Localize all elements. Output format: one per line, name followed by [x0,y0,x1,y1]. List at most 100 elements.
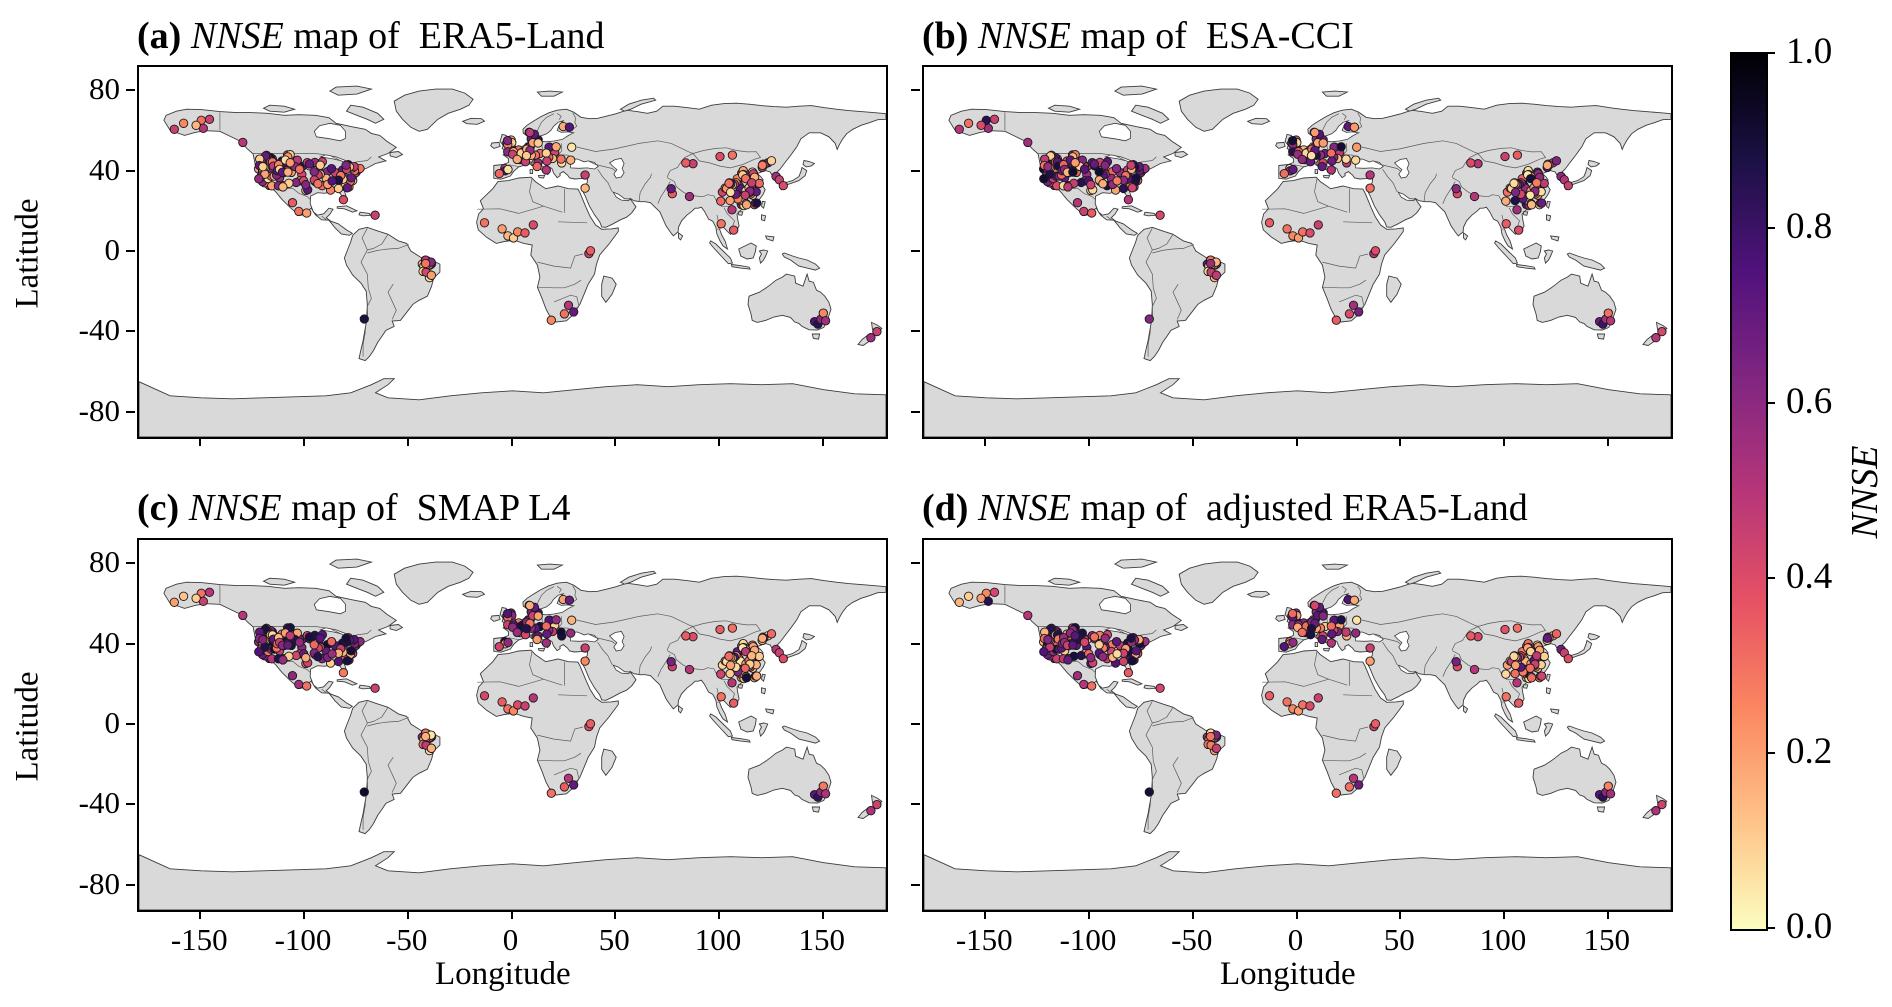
station-point [494,168,504,179]
station-point [528,220,538,230]
x-axis-tick [510,437,513,446]
station-point [1514,698,1524,708]
colorbar-tick-label: 0.6 [1786,381,1833,422]
y-axis-tick [126,642,135,645]
station-point [1094,640,1104,650]
station-point [1313,220,1323,230]
station-point [1365,656,1375,666]
station-point [294,164,305,174]
y-axis-tick [911,169,920,172]
station-point [1563,653,1573,664]
station-point [580,183,590,193]
station-point [1510,660,1521,670]
station-point [1510,187,1521,197]
x-axis-tick [199,437,202,446]
station-point [1288,637,1298,648]
station-point [1542,633,1553,643]
station-point [963,118,974,128]
station-point [1605,789,1616,799]
station-point [1087,681,1097,691]
station-point [752,198,762,208]
y-axis-tick [126,723,135,725]
station-point [684,191,695,202]
panel-b-title: (b) NNSE map of ESA-CCI [922,15,1354,57]
station-point [715,151,725,162]
station-point [494,641,504,652]
station-point [169,597,179,607]
station-point [1501,692,1511,702]
station-point [1079,679,1089,690]
colorbar [1730,52,1768,931]
colorbar-tick-label: 0.0 [1786,906,1833,947]
colorbar-tick-label: 0.2 [1786,731,1833,772]
station-point [1539,178,1549,189]
y-axis-tick [911,642,920,645]
station-point [1079,637,1090,647]
station-point [872,326,882,337]
colorbar-tick [1766,402,1775,404]
station-point [1344,782,1355,792]
station-point [191,593,201,603]
station-point [1341,154,1351,164]
station-point [757,633,768,643]
map-panel-c [137,538,888,912]
station-point [1348,773,1359,783]
x-axis-tick [1399,437,1402,446]
y-tick-label: 40 [89,624,120,660]
station-point [716,196,726,206]
station-point [528,693,538,703]
x-axis-tick [406,910,409,919]
station-point [542,629,552,639]
station-point [1526,673,1537,683]
station-point [258,635,268,645]
x-tick-label: 0 [1287,922,1304,957]
colorbar-tick-label: 1.0 [1786,31,1833,72]
station-point [1043,635,1053,645]
station-point [541,638,551,648]
station-point [754,651,764,662]
station-point [304,632,315,642]
station-point [1310,127,1320,138]
station-point [563,773,574,783]
station-point [1370,719,1381,729]
station-point [820,316,831,326]
station-point [1211,270,1222,280]
station-point [342,183,352,193]
station-point [1651,333,1661,343]
station-point [1282,697,1292,707]
station-point [1305,228,1315,238]
station-point [1098,179,1108,189]
station-point [359,314,369,324]
station-point [1331,788,1341,798]
x-tick-label: 150 [798,922,846,957]
y-axis-tick [126,250,135,252]
station-point [1501,219,1511,229]
station-point [346,173,356,183]
y-axis-tick [911,562,920,565]
station-point [503,164,513,175]
colorbar-tick [1766,577,1775,579]
station-point [1131,173,1141,183]
y-axis-tick [911,330,920,333]
station-point [752,671,762,681]
x-axis-tick [1503,437,1505,446]
station-point [1344,309,1355,319]
station-point [585,719,596,729]
x-axis-label-right: Longitude [1220,956,1356,992]
station-point [1370,246,1381,256]
station-point [1127,183,1137,193]
x-axis-tick [199,910,202,919]
y-axis-tick [126,410,135,413]
x-axis-tick [614,910,617,919]
world-map-d [924,540,1671,910]
station-point [1086,180,1096,190]
x-axis-tick [821,437,824,446]
station-point [546,788,556,798]
station-point [1086,653,1096,663]
station-point [1351,628,1361,638]
station-point [729,698,739,708]
station-point [757,160,768,170]
station-point [512,154,522,165]
station-point [313,652,323,662]
station-point [341,633,351,643]
